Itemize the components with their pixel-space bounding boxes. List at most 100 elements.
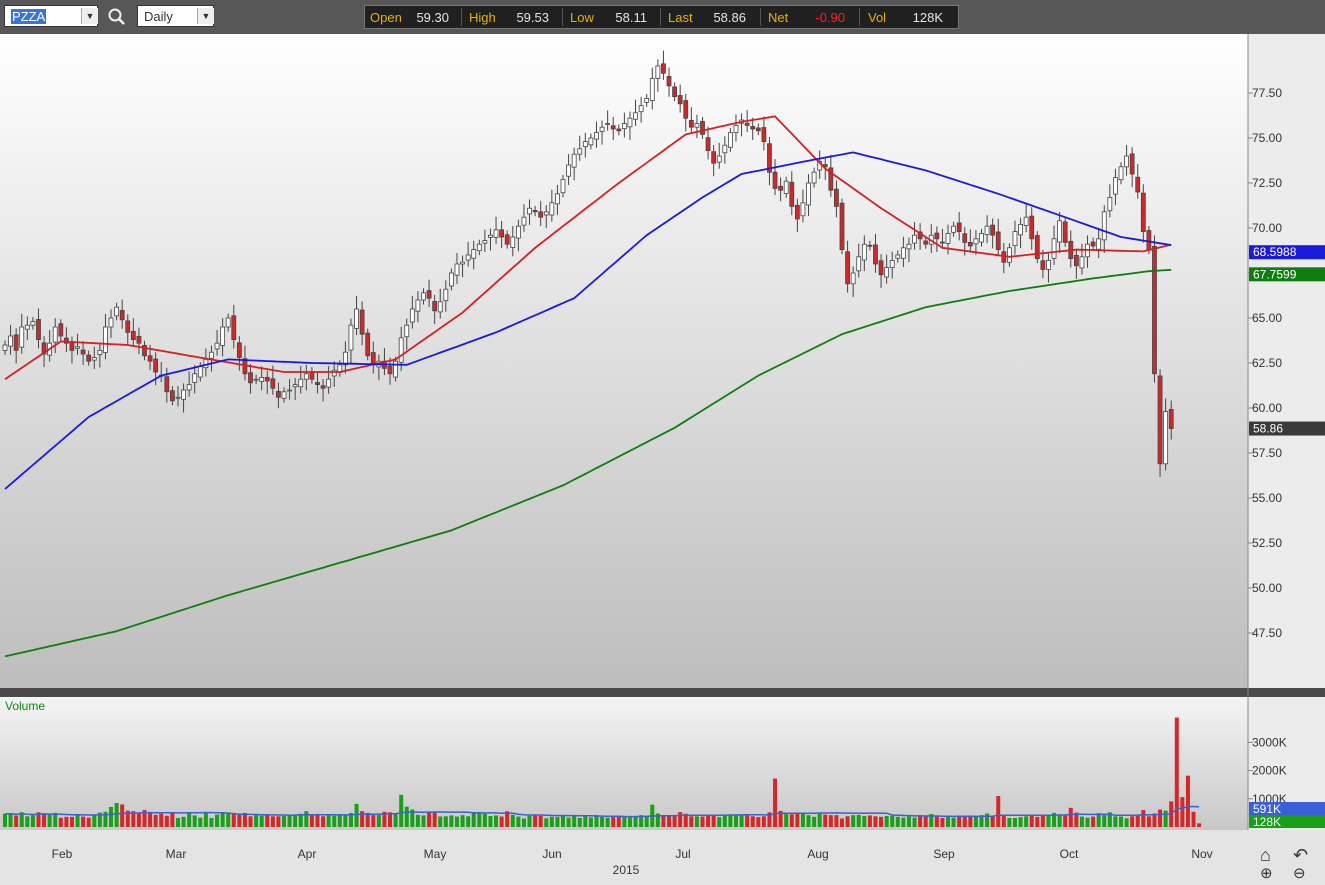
volume-bar	[449, 815, 454, 827]
candle-body	[588, 137, 594, 146]
volume-bar	[633, 816, 638, 827]
candle	[995, 218, 1001, 257]
price-tick-label: 70.00	[1252, 221, 1282, 235]
candle-body	[783, 180, 789, 194]
volume-bar	[667, 815, 672, 827]
candle	[398, 326, 404, 372]
volume-bar	[142, 810, 147, 827]
volume-bar	[1107, 812, 1112, 827]
candle-body	[923, 240, 929, 245]
volume-bar	[561, 815, 565, 827]
volume-bar	[242, 812, 247, 827]
volume-bar	[1146, 816, 1151, 827]
undo-icon[interactable]: ↶	[1293, 845, 1309, 865]
volume-bar	[231, 813, 236, 827]
candle-body	[119, 310, 125, 321]
candle-body	[767, 143, 772, 173]
panel-divider[interactable]	[0, 688, 1325, 697]
candle	[688, 107, 694, 134]
price-volume-chart[interactable]: Volume 47.50 50.00 52.50 55.00 57.50 60.00 62.…	[0, 34, 1325, 885]
candle	[36, 308, 41, 349]
volume-bar	[611, 816, 616, 827]
home-icon[interactable]: ⌂	[1260, 845, 1271, 865]
interval-select[interactable]: Daily ▼	[137, 5, 214, 27]
candle	[800, 189, 806, 223]
candle	[13, 328, 19, 364]
volume-bar	[3, 813, 7, 827]
candle-body	[772, 171, 778, 189]
symbol-dropdown-chevron-icon[interactable]: ▼	[81, 8, 98, 24]
volume-bar	[745, 814, 750, 827]
candle-body	[878, 260, 884, 276]
candle-body	[499, 229, 505, 238]
candle-body	[856, 256, 862, 272]
candle-body	[460, 261, 465, 265]
volume-bar	[566, 817, 571, 827]
volume-bar	[940, 817, 945, 827]
candle-body	[973, 238, 979, 245]
volume-bar	[806, 815, 811, 827]
candle-body	[789, 181, 795, 207]
candle	[1101, 205, 1107, 254]
candle-body	[103, 326, 108, 353]
volume-bar	[365, 812, 370, 827]
candle-body	[443, 288, 449, 302]
zoom-in-icon[interactable]: ⊕	[1260, 865, 1273, 882]
candle	[281, 387, 287, 403]
volume-bar	[438, 816, 443, 827]
candle	[778, 177, 784, 202]
candle-body	[220, 326, 226, 346]
symbol-input[interactable]: PZZA ▼	[4, 5, 98, 27]
volume-bar	[175, 817, 180, 827]
candle-body	[58, 323, 64, 337]
volume-bar	[1152, 813, 1157, 827]
volume-bar	[583, 815, 588, 827]
candle	[298, 366, 304, 394]
candle-body	[454, 263, 460, 276]
quote-separator	[660, 8, 661, 26]
volume-bar	[1174, 717, 1179, 827]
volume-marker-label: 128K	[1253, 815, 1281, 829]
candle	[733, 114, 739, 142]
volume-bar	[588, 817, 593, 827]
candle	[666, 67, 672, 97]
candle	[91, 346, 97, 369]
candle	[97, 343, 103, 368]
month-label: Jul	[675, 847, 690, 861]
candle	[1118, 162, 1124, 185]
candle	[588, 133, 594, 150]
candle-body	[1057, 220, 1063, 243]
candle-body	[270, 378, 276, 389]
volume-bar	[1068, 807, 1073, 827]
volume-bar	[25, 816, 30, 827]
candle	[655, 59, 661, 92]
candle	[1012, 220, 1018, 255]
candle	[1073, 248, 1079, 279]
candle	[225, 313, 231, 332]
month-label: Jun	[542, 847, 561, 861]
volume-bar	[728, 815, 733, 827]
vol-value: 128K	[912, 10, 943, 25]
moving-average-line	[4, 268, 1172, 658]
candle	[856, 243, 862, 278]
candle-body	[488, 234, 493, 238]
volume-bar	[415, 814, 420, 827]
volume-bar	[187, 812, 192, 827]
low-label: Low	[570, 10, 594, 25]
volume-bar	[120, 804, 125, 827]
candle-body	[1118, 166, 1124, 181]
price-tick-label: 50.00	[1252, 581, 1282, 595]
zoom-out-icon[interactable]: ⊖	[1293, 865, 1306, 882]
candle	[811, 167, 817, 188]
candle	[1124, 145, 1129, 176]
volume-bar	[209, 817, 214, 827]
candle-body	[370, 352, 376, 366]
candle-body	[231, 315, 237, 340]
moving-average-line	[4, 115, 1172, 380]
interval-dropdown-chevron-icon[interactable]: ▼	[197, 8, 214, 24]
candle	[80, 341, 86, 365]
open-label: Open	[370, 10, 402, 25]
search-icon[interactable]	[106, 6, 128, 28]
candle-body	[889, 259, 895, 268]
volume-bar	[81, 816, 86, 827]
